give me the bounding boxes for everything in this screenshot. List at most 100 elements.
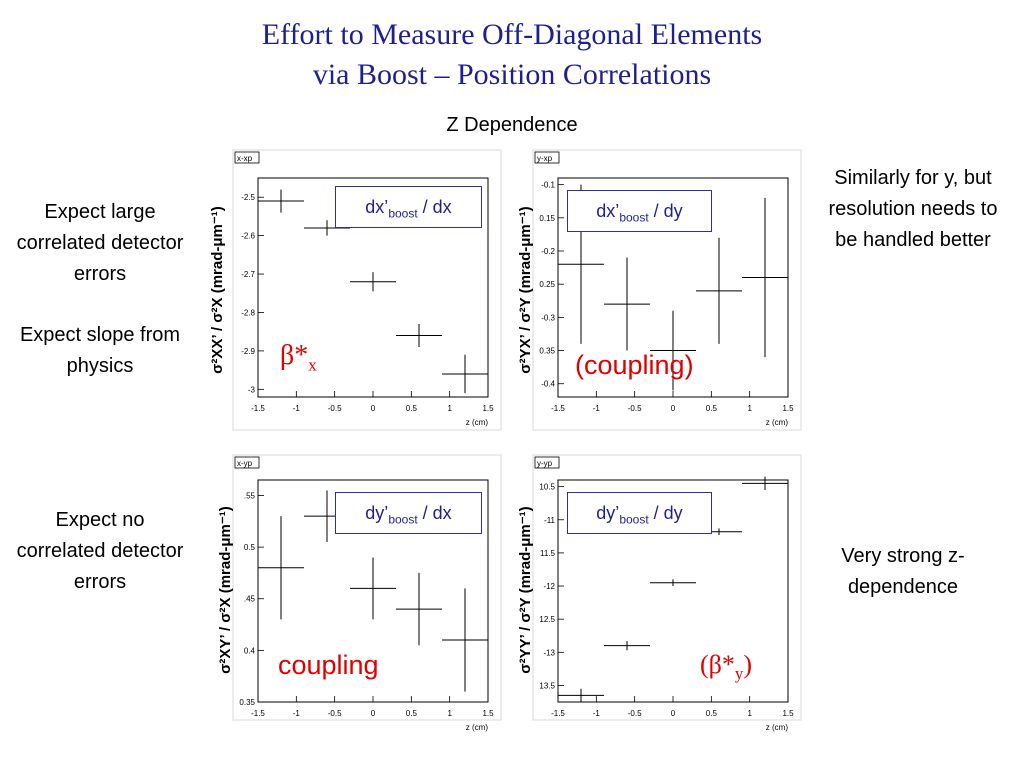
y-tick-label: -0.2: [541, 247, 555, 256]
y-tick-label: 13.5: [539, 681, 555, 690]
note-right-top: Similarly for y, but resolution needs to…: [828, 167, 998, 251]
x-axis-label: z (cm): [466, 418, 489, 427]
data-point: [742, 476, 788, 490]
x-tick-label: -1: [593, 709, 601, 718]
x-tick-label: -0.5: [628, 709, 642, 718]
y-tick-label: -3: [248, 385, 256, 394]
y-tick-label: -12: [543, 582, 555, 591]
y-tick-label: 0.35: [539, 347, 555, 356]
annotation-coupling: coupling: [278, 650, 379, 680]
x-tick-label: 0.5: [706, 709, 718, 718]
data-point: [650, 310, 696, 391]
x-tick-label: 1.5: [782, 709, 794, 718]
y-tick-label: .55: [244, 491, 256, 500]
hist-tag: x-yp: [237, 459, 253, 468]
page-title-line1: Effort to Measure Off-Diagonal Elements: [261, 18, 763, 51]
x-tick-label: -0.5: [628, 404, 642, 413]
note-left-top-2: Expect slope from physics: [19, 324, 181, 377]
y-tick-label: -2.9: [241, 347, 255, 356]
x-tick-label: 0.5: [406, 404, 418, 413]
x-tick-label: 0: [371, 709, 376, 718]
y-tick-label: .45: [244, 595, 256, 604]
x-tick-label: 1.5: [482, 404, 494, 413]
hist-tag-box: [534, 151, 560, 164]
x-tick-label: 0.5: [406, 709, 418, 718]
x-axis-label: z (cm): [466, 723, 489, 732]
hist-tag-box: [234, 151, 260, 164]
data-point: [604, 641, 650, 651]
y-tick-label: 0.35: [239, 698, 255, 707]
data-point: [604, 257, 650, 351]
note-left-top-1: Expect large correlated detector errors: [16, 201, 184, 285]
y-tick-label: -0.3: [541, 313, 555, 322]
data-point: [442, 354, 488, 394]
x-tick-label: 0: [671, 709, 676, 718]
y-axis-label: σ²XX’ / σ²X (mrad-μm⁻¹): [209, 206, 226, 374]
data-point: [650, 579, 696, 587]
y-tick-label: 0.25: [539, 280, 555, 289]
data-point: [396, 572, 442, 646]
x-tick-label: 1: [747, 404, 752, 413]
x-tick-label: -1: [293, 709, 301, 718]
y-tick-label: 10.5: [539, 483, 555, 492]
x-tick-label: 1: [447, 709, 452, 718]
y-tick-label: -2.5: [241, 193, 255, 202]
page-subtitle: Z Dependence: [446, 114, 578, 136]
y-tick-label: -13: [543, 648, 555, 657]
hist-tag: x-xp: [237, 154, 253, 163]
x-tick-label: -1.5: [551, 709, 565, 718]
data-point: [396, 324, 442, 348]
x-tick-label: 1.5: [482, 709, 494, 718]
x-tick-label: 0.5: [706, 404, 718, 413]
note-left-bottom: Expect no correlated detector errors: [16, 509, 184, 593]
data-point: [258, 189, 304, 213]
x-tick-label: -1.5: [251, 709, 265, 718]
label-box-3: dy’boost / dx: [335, 492, 482, 534]
y-tick-label: -11: [544, 516, 556, 525]
y-axis-label: σ²XY’ / σ²X (mrad-μm⁻¹): [217, 506, 234, 674]
x-tick-label: -1.5: [251, 404, 265, 413]
y-tick-label: 11.5: [540, 549, 556, 558]
hist-tag-box: [234, 456, 260, 469]
label-box-4: dy’boost / dy: [567, 492, 712, 534]
annotation-coupling-paren: (coupling): [575, 350, 694, 380]
x-axis-label: z (cm): [766, 418, 789, 427]
y-tick-label: -2.6: [241, 232, 255, 241]
data-point: [742, 197, 788, 358]
page-title-line2: via Boost – Position Correlations: [312, 58, 712, 91]
y-tick-label: 0.15: [539, 214, 555, 223]
data-point: [696, 237, 742, 344]
x-tick-label: -0.5: [328, 404, 342, 413]
hist-tag: y-yp: [537, 459, 553, 468]
y-tick-label: -2.7: [241, 270, 255, 279]
x-axis-label: z (cm): [766, 723, 789, 732]
note-right-bottom: Very strong z-dependence: [841, 545, 965, 598]
annotation-beta-x: β*x: [280, 340, 317, 375]
y-tick-label: -0.1: [541, 181, 555, 190]
x-tick-label: 0: [671, 404, 676, 413]
label-box-2: dx’boost / dy: [567, 190, 712, 232]
data-point: [442, 588, 488, 692]
y-tick-label: 0.5: [244, 543, 256, 552]
data-point: [350, 557, 396, 620]
x-tick-label: 1: [747, 709, 752, 718]
hist-tag: y-xp: [537, 154, 553, 163]
x-tick-label: -1: [593, 404, 601, 413]
data-point: [558, 688, 604, 702]
y-tick-label: -2.8: [241, 308, 255, 317]
y-axis-label: σ²YY’ / σ²Y (mrad-μm⁻¹): [517, 506, 534, 673]
x-tick-label: -1: [293, 404, 301, 413]
data-point: [350, 272, 396, 292]
y-tick-label: 0.4: [244, 646, 256, 655]
x-tick-label: -0.5: [328, 709, 342, 718]
hist-tag-box: [534, 456, 560, 469]
annotation-beta-y: (β*y): [700, 650, 753, 684]
y-tick-label: -0.4: [541, 380, 555, 389]
label-box-1: dx’boost / dx: [335, 186, 482, 228]
data-point: [258, 516, 304, 620]
x-tick-label: 1.5: [782, 404, 794, 413]
x-tick-label: -1.5: [551, 404, 565, 413]
x-tick-label: 0: [371, 404, 376, 413]
x-tick-label: 1: [447, 404, 452, 413]
